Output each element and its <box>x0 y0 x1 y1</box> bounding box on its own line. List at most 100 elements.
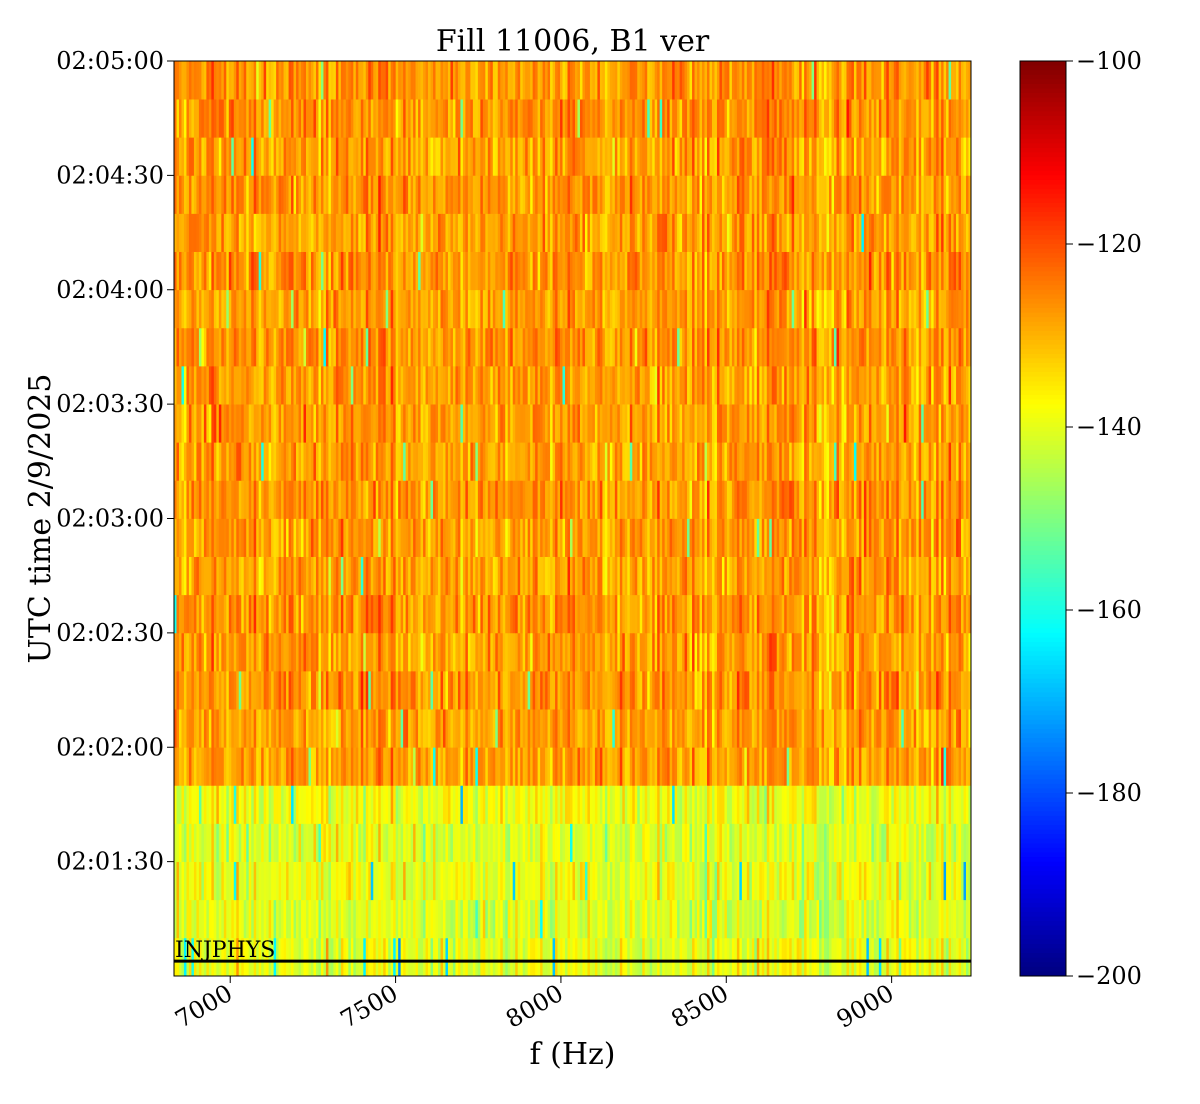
heatmap-cell <box>699 709 703 748</box>
heatmap-cell <box>570 861 573 901</box>
heatmap-cell <box>500 518 504 557</box>
heatmap-cell <box>208 480 212 519</box>
heatmap-cell <box>657 442 661 481</box>
heatmap-cell <box>866 937 870 977</box>
heatmap-cell <box>702 632 705 672</box>
heatmap-cell <box>186 404 190 443</box>
heatmap-cell <box>584 442 588 481</box>
heatmap-cell <box>672 556 675 596</box>
heatmap-cell <box>330 556 334 596</box>
heatmap-cell <box>699 785 703 824</box>
heatmap-cell <box>819 861 822 901</box>
heatmap-cell <box>876 594 880 634</box>
heatmap-cell <box>891 861 895 901</box>
heatmap-cell <box>500 632 504 672</box>
heatmap-cell <box>702 823 705 862</box>
heatmap-cell <box>510 747 514 786</box>
heatmap-cell <box>891 709 895 748</box>
heatmap-cell <box>203 594 207 634</box>
heatmap-cell <box>836 480 840 519</box>
heatmap-cell <box>624 366 628 405</box>
heatmap-cell <box>662 785 665 824</box>
heatmap-cell <box>495 556 499 596</box>
heatmap-cell <box>774 823 778 862</box>
heatmap-cell <box>868 518 872 557</box>
heatmap-cell <box>669 785 673 824</box>
heatmap-cell <box>898 632 902 672</box>
heatmap-cell <box>286 747 289 786</box>
heatmap-cell <box>465 518 469 557</box>
heatmap-cell <box>333 518 337 557</box>
heatmap-cell <box>918 861 922 901</box>
heatmap-cell <box>231 594 235 634</box>
heatmap-cell <box>525 823 529 862</box>
heatmap-cell <box>545 366 548 405</box>
heatmap-cell <box>208 518 212 557</box>
heatmap-cell <box>308 709 312 748</box>
heatmap-cell <box>739 404 743 443</box>
heatmap-cell <box>567 404 571 443</box>
heatmap-cell <box>555 480 558 519</box>
heatmap-cell <box>602 747 606 786</box>
heatmap-cell <box>335 937 339 977</box>
heatmap-cell <box>550 594 553 634</box>
heatmap-cell <box>702 556 705 596</box>
heatmap-cell <box>948 899 952 939</box>
heatmap-cell <box>771 632 775 672</box>
heatmap-cell <box>846 404 850 443</box>
heatmap-cell <box>223 518 227 557</box>
heatmap-cell <box>809 823 812 862</box>
heatmap-cell <box>276 861 279 901</box>
heatmap-cell <box>642 823 646 862</box>
heatmap-cell <box>614 594 618 634</box>
heatmap-cell <box>612 480 616 519</box>
heatmap-cell <box>796 937 800 977</box>
heatmap-cell <box>622 899 626 939</box>
heatmap-cell <box>719 747 723 786</box>
heatmap-cell <box>296 861 299 901</box>
heatmap-cell <box>926 785 930 824</box>
heatmap-cell <box>843 480 847 519</box>
heatmap-cell <box>540 366 543 405</box>
heatmap-cell <box>848 747 852 786</box>
heatmap-cell <box>450 861 454 901</box>
heatmap-cell <box>348 785 352 824</box>
heatmap-cell <box>572 709 576 748</box>
heatmap-cell <box>677 556 680 596</box>
heatmap-cell <box>956 442 959 481</box>
heatmap-cell <box>926 480 930 519</box>
heatmap-cell <box>261 442 265 481</box>
heatmap-cell <box>226 480 230 519</box>
heatmap-cell <box>562 671 566 710</box>
heatmap-cell <box>410 709 414 748</box>
heatmap-cell <box>365 937 369 977</box>
heatmap-cell <box>744 823 748 862</box>
heatmap-cell <box>308 594 312 634</box>
heatmap-cell <box>831 785 835 824</box>
heatmap-cell <box>178 366 182 405</box>
heatmap-cell <box>866 594 870 634</box>
heatmap-cell <box>784 709 788 748</box>
heatmap-cell <box>532 556 536 596</box>
heatmap-cell <box>502 366 506 405</box>
heatmap-cell <box>853 480 857 519</box>
heatmap-cell <box>557 671 561 710</box>
heatmap-cell <box>692 404 695 443</box>
heatmap-cell <box>418 709 421 748</box>
heatmap-cell <box>794 480 798 519</box>
heatmap-cell <box>191 671 195 710</box>
heatmap-cell <box>572 671 576 710</box>
heatmap-cell <box>226 785 230 824</box>
heatmap-cell <box>408 747 411 786</box>
heatmap-cell <box>721 937 725 977</box>
heatmap-cell <box>684 556 688 596</box>
heatmap-cell <box>709 747 713 786</box>
heatmap-cell <box>535 442 538 481</box>
heatmap-cell <box>328 594 332 634</box>
heatmap-cell <box>853 785 857 824</box>
heatmap-cell <box>572 632 576 672</box>
heatmap-cell <box>258 861 262 901</box>
heatmap-cell <box>856 899 860 939</box>
heatmap-cell <box>893 709 897 748</box>
heatmap-cell <box>687 709 690 748</box>
